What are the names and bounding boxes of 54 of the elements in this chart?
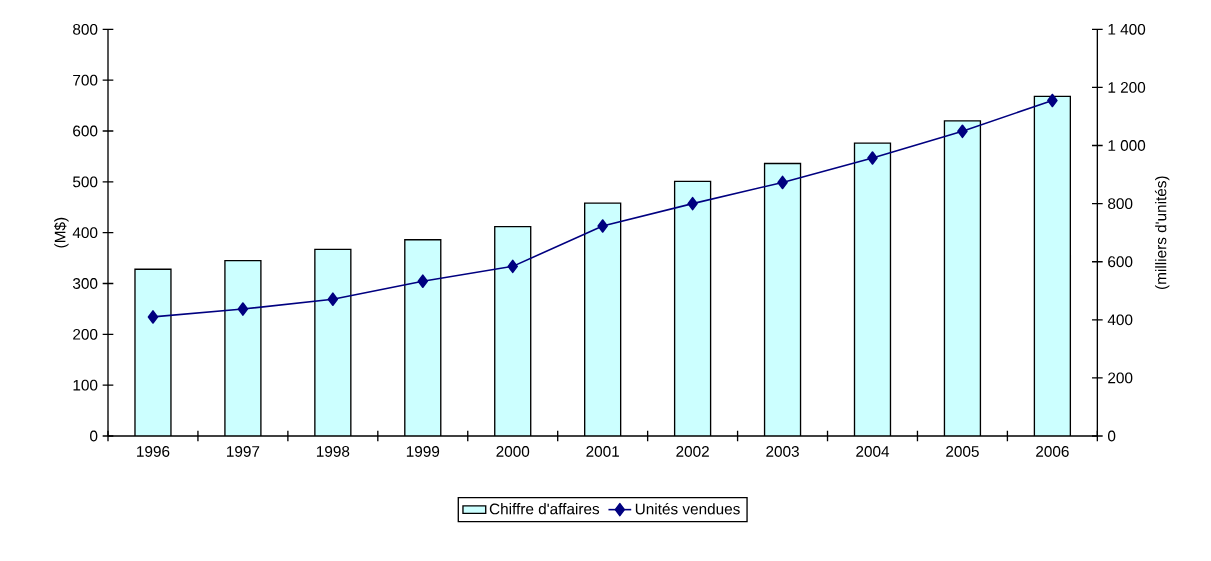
bar [584, 203, 621, 436]
x-tick-label: 1996 [137, 446, 170, 457]
point [777, 175, 788, 190]
x-tick-label: 2005 [946, 446, 979, 457]
point [327, 292, 339, 306]
point [237, 302, 249, 316]
bar [764, 163, 801, 436]
bar [854, 143, 891, 436]
x-tick-label: 1997 [227, 446, 260, 457]
point [867, 151, 878, 165]
y-tick-label: 500 [72, 176, 98, 188]
x-tick-label: 1998 [316, 446, 350, 457]
y2-tick-label: 800 [1108, 198, 1133, 210]
x-tick-label: 2004 [856, 446, 890, 457]
bar [674, 181, 711, 436]
bar [404, 239, 441, 436]
point [507, 259, 519, 274]
x-tick-label: 2003 [766, 446, 799, 457]
bar [944, 120, 981, 436]
point [687, 196, 698, 211]
legend-label: Unités vendues [635, 503, 740, 515]
y-tick-label: 200 [73, 328, 98, 340]
x-tick-label: 2002 [676, 446, 709, 457]
legend-label: Chiffre d'affaires [489, 503, 600, 515]
y-tick-label: 0 [90, 430, 98, 442]
point [957, 124, 968, 139]
point [1047, 93, 1058, 108]
y2-tick-label: 400 [1107, 314, 1133, 326]
y2-tick-label: 1 400 [1108, 23, 1146, 35]
bar [224, 260, 261, 436]
y-tick-label: 800 [73, 23, 98, 35]
y-axis-title: (M$) [54, 217, 69, 248]
y-tick-label: 600 [73, 125, 98, 137]
bar [494, 226, 531, 436]
y-tick-label: 300 [72, 278, 98, 289]
bar [134, 269, 171, 436]
point [597, 219, 608, 233]
x-tick-label: 1999 [406, 446, 440, 457]
bar [314, 249, 351, 436]
point [147, 310, 159, 324]
y2-tick-label: 1 000 [1108, 140, 1146, 151]
y-tick-label: 700 [73, 74, 98, 86]
y2-tick-label: 1 200 [1108, 82, 1146, 93]
y2-tick-label: 200 [1108, 372, 1133, 384]
x-tick-label: 2000 [496, 446, 530, 457]
y2-tick-label: 0 [1107, 430, 1116, 442]
bar [1033, 95, 1072, 436]
point [417, 274, 429, 288]
y2-axis-title: (milliers d'unités) [1154, 176, 1170, 289]
x-tick-label: 2006 [1036, 446, 1069, 457]
y-tick-label: 100 [73, 379, 98, 391]
y-tick-label: 400 [72, 227, 98, 239]
x-tick-label: 2001 [586, 446, 619, 457]
y2-tick-label: 600 [1108, 256, 1133, 268]
